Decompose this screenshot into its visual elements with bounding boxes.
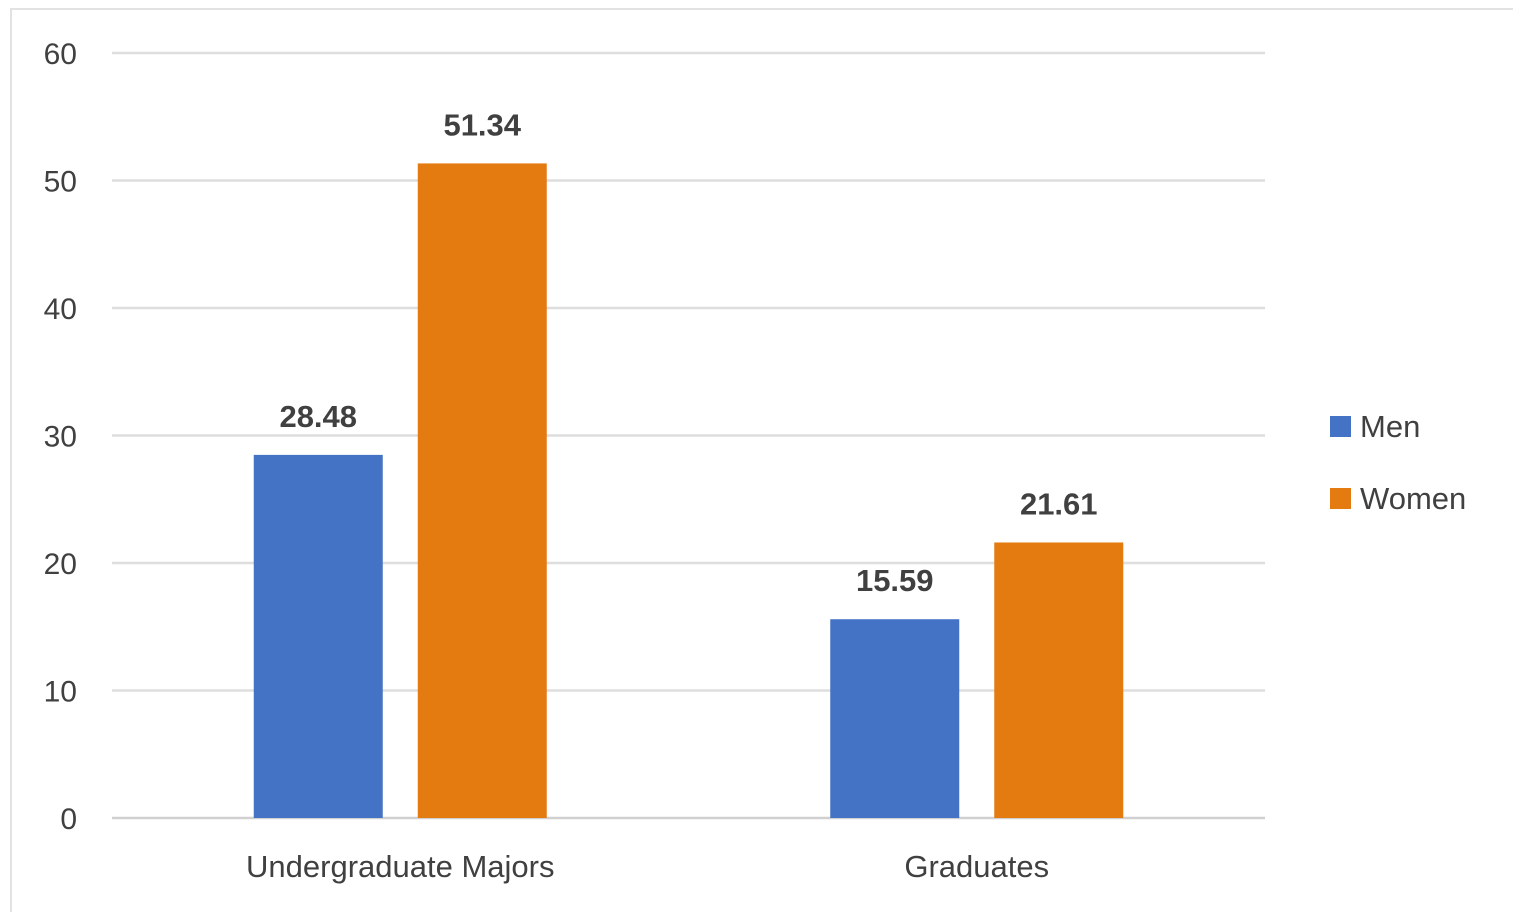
y-tick-label: 40 — [44, 293, 77, 326]
legend-label-men: Men — [1360, 409, 1420, 444]
category-label: Graduates — [904, 849, 1049, 884]
y-tick-label: 20 — [44, 548, 77, 581]
x-axis-category-labels: Undergraduate Majors Graduates — [246, 849, 1049, 884]
y-tick-label: 10 — [44, 676, 77, 709]
legend-label-women: Women — [1360, 481, 1466, 516]
y-tick-label: 0 — [60, 803, 77, 836]
legend-swatch-men — [1330, 416, 1351, 437]
category-label: Undergraduate Majors — [246, 849, 554, 884]
data-label: 51.34 — [443, 107, 521, 142]
bar-men-1 — [830, 619, 960, 818]
legend: Men Women — [1330, 409, 1466, 516]
bars — [253, 163, 1124, 819]
data-labels: 28.48 51.34 15.59 21.61 — [279, 107, 1097, 598]
bar-women-0 — [417, 163, 547, 819]
y-tick-label: 60 — [44, 38, 77, 71]
bar-men-0 — [253, 454, 383, 818]
y-axis-tick-labels: 0 10 20 30 40 50 60 — [44, 38, 77, 836]
data-label: 21.61 — [1020, 486, 1098, 521]
data-label: 15.59 — [856, 563, 934, 598]
legend-swatch-women — [1330, 488, 1351, 509]
data-label: 28.48 — [279, 399, 357, 434]
y-tick-label: 30 — [44, 421, 77, 454]
bar-women-1 — [994, 542, 1124, 818]
y-tick-label: 50 — [44, 166, 77, 199]
